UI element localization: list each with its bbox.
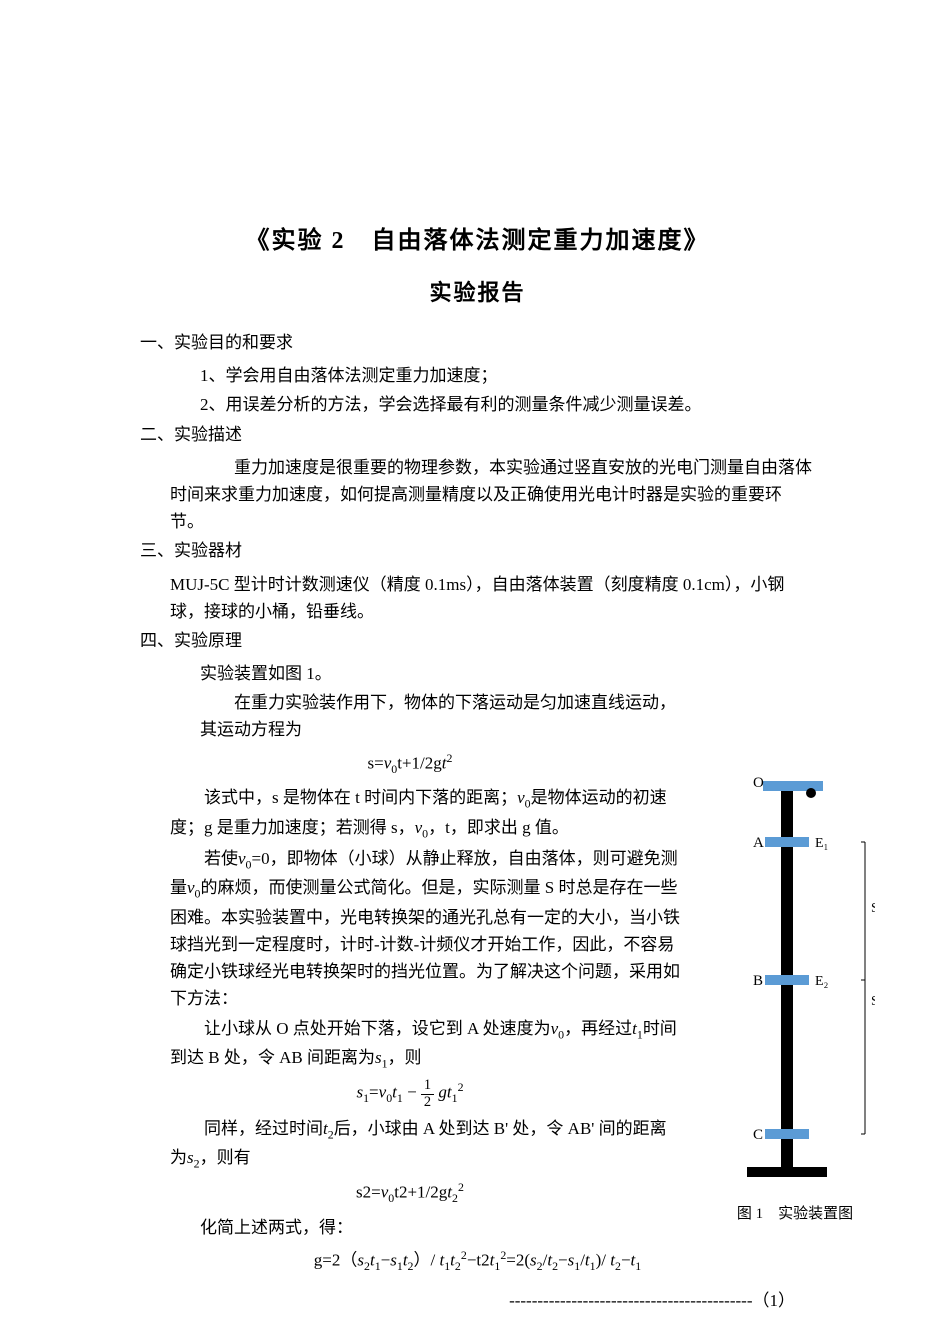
section3-para: MUJ-5C 型计时计数测速仪（精度 0.1ms），自由落体装置（刻度精度 0.…	[140, 571, 815, 625]
svg-text:B: B	[753, 973, 763, 989]
section1-heading: 一、实验目的和要求	[140, 329, 815, 356]
section4-para4: 让小球从 O 点处开始下落，设它到 A 处速度为v0，再经过t1时间到达 B 处…	[140, 1015, 680, 1074]
svg-text:S₁: S₁	[871, 901, 875, 916]
section3-heading: 三、实验器材	[140, 537, 815, 564]
formula2: s1=v0t1 − 12 gt12	[140, 1077, 680, 1110]
section1-item2: 2、用误差分析的方法，学会选择最有利的测量条件减少测量误差。	[140, 391, 815, 418]
section4-line2-text: 在重力实验装作用下，物体的下落运动是匀加速直线运动，其运动方程为	[200, 689, 680, 743]
formula1: s=v0t+1/2gt2	[140, 748, 680, 780]
content-wrap: 一、实验目的和要求 1、学会用自由落体法测定重力加速度； 2、用误差分析的方法，…	[140, 329, 815, 1311]
svg-text:A: A	[753, 835, 764, 851]
svg-text:O: O	[753, 775, 764, 791]
svg-text:E₁: E₁	[815, 836, 828, 851]
section4-line2: 在重力实验装作用下，物体的下落运动是匀加速直线运动，其运动方程为	[140, 689, 680, 743]
section2-para: 重力加速度是很重要的物理参数，本实验通过竖直安放的光电门测量自由落体时间来求重力…	[140, 454, 815, 536]
section1-item1: 1、学会用自由落体法测定重力加速度；	[140, 362, 815, 389]
section4-para5: 同样，经过时间t2后，小球由 A 处到达 B' 处，令 AB' 间的距离为s2，…	[140, 1115, 680, 1174]
section4-para3: 若使v0=0，即物体（小球）从静止释放，自由落体，则可避免测量v0的麻烦，而使测…	[140, 845, 680, 1013]
diagram-caption: 图 1 实验装置图	[715, 1202, 875, 1223]
svg-text:E₂: E₂	[815, 974, 829, 989]
formula4: g=2（s2t1−s1t2）/ t1t22−t2t12=2(s2/t2−s1/t…	[140, 1245, 815, 1277]
doc-title: 《实验 2 自由落体法测定重力加速度》	[140, 220, 815, 255]
apparatus-diagram: O A B C E₁ E₂ S₁ S₂	[715, 769, 875, 1189]
doc-subtitle: 实验报告	[140, 275, 815, 307]
section4-line1: 实验装置如图 1。	[140, 660, 680, 687]
svg-text:S₂: S₂	[871, 994, 875, 1009]
eq-number-1: ----------------------------------------…	[140, 1286, 815, 1311]
section2-heading: 二、实验描述	[140, 421, 815, 448]
formula3: s2=v0t2+1/2gt22	[140, 1177, 680, 1209]
section4-para2: 该式中，s 是物体在 t 时间内下落的距离；v0是物体运动的初速度；g 是重力加…	[140, 784, 680, 843]
section4-para6: 化简上述两式，得：	[140, 1214, 680, 1241]
section4-heading: 四、实验原理	[140, 627, 815, 654]
svg-text:C: C	[753, 1127, 763, 1143]
diagram-container: O A B C E₁ E₂ S₁ S₂ 图 1 实验装置图	[715, 769, 875, 1223]
